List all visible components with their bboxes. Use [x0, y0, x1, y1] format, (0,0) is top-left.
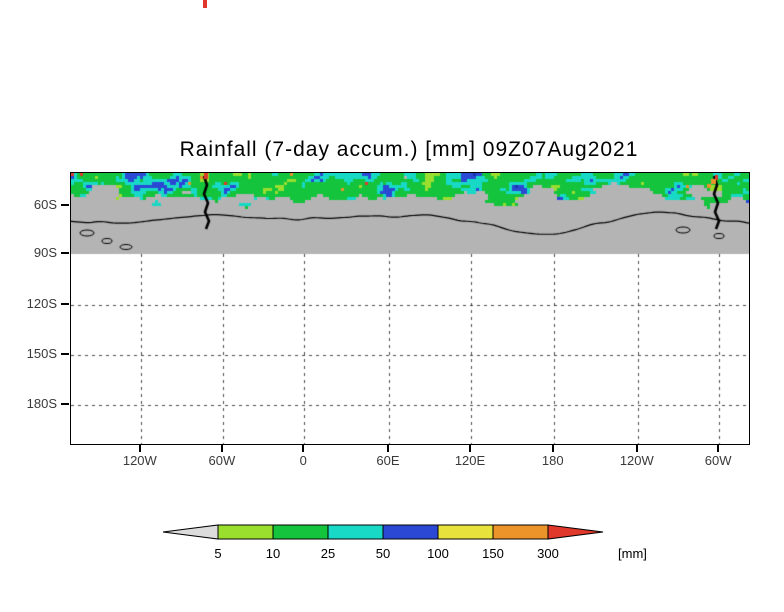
legend-band-swatch — [327, 524, 384, 540]
x-tick-label: 60E — [376, 453, 400, 468]
y-axis-tick — [61, 252, 69, 255]
y-tick-label: 60S — [33, 197, 57, 213]
x-axis-tick — [138, 445, 141, 452]
y-axis-tick — [61, 204, 69, 207]
y-axis-tick — [61, 302, 69, 305]
x-tick-label: 0 — [299, 453, 307, 468]
x-tick-label: 120E — [454, 453, 486, 468]
y-tick-label: 120S — [26, 295, 57, 311]
y-tick-label: 90S — [33, 245, 57, 261]
x-axis-tick — [469, 445, 472, 452]
legend-units-label: [mm] — [618, 546, 647, 561]
x-axis-tick — [220, 445, 223, 452]
y-tick-label: 180S — [26, 395, 57, 411]
map-plot-area — [70, 172, 750, 445]
color-legend: 5 10 25 50 100 150 300 [mm] — [162, 524, 647, 561]
legend-tick-label: 5 — [214, 546, 221, 561]
y-axis-tick — [61, 353, 69, 356]
cropped-red-mark — [203, 0, 207, 8]
legend-band-swatch — [492, 524, 549, 540]
rainfall-map-canvas — [71, 173, 749, 444]
legend-band-swatch — [272, 524, 329, 540]
x-axis-tick — [635, 445, 638, 452]
x-axis-tick — [302, 445, 305, 452]
legend-above-range-arrow — [547, 524, 604, 540]
legend-band-swatch — [382, 524, 439, 540]
legend-below-range-arrow — [162, 524, 219, 540]
x-tick-label: 120W — [122, 453, 157, 468]
legend-tick-label: 300 — [537, 546, 559, 561]
legend-tick-label: 100 — [427, 546, 449, 561]
chart-title: Rainfall (7-day accum.) [mm] 09Z07Aug202… — [179, 138, 639, 161]
x-tick-label: 180 — [541, 453, 564, 468]
legend-band-swatch — [437, 524, 494, 540]
x-tick-label: 60W — [704, 453, 732, 468]
y-axis-tick — [61, 402, 69, 405]
x-tick-label: 120W — [619, 453, 654, 468]
legend-tick-label: 50 — [376, 546, 390, 561]
x-axis-tick — [386, 445, 389, 452]
legend-tick-label: 10 — [266, 546, 280, 561]
y-tick-label: 150S — [26, 346, 57, 362]
x-axis-tick — [551, 445, 554, 452]
legend-tick-label: 25 — [321, 546, 335, 561]
x-tick-label: 60W — [208, 453, 236, 468]
legend-tick-label: 150 — [482, 546, 504, 561]
legend-band-swatch — [217, 524, 274, 540]
x-axis-tick — [717, 445, 720, 452]
